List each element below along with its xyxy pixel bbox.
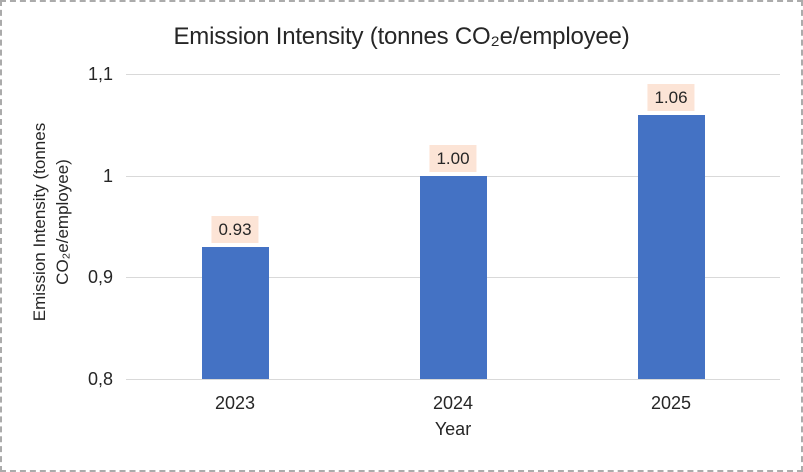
chart-title[interactable]: Emission Intensity (tonnes CO₂e/employee…: [173, 23, 630, 50]
x-tick-label-2024[interactable]: 2024: [432, 393, 474, 413]
x-tick-label-2025[interactable]: 2025: [650, 393, 692, 413]
x-tick-label-2023[interactable]: 2023: [214, 393, 256, 413]
gridline: [126, 74, 780, 75]
y-tick-label[interactable]: 0,8: [87, 369, 113, 389]
y-axis-title-line2: CO₂e/employee): [53, 159, 72, 285]
y-axis-title[interactable]: Emission Intensity (tonnes CO₂e/employee…: [28, 101, 74, 343]
y-axis-title-line1: Emission Intensity (tonnes: [30, 122, 49, 322]
y-tick-label[interactable]: 0,9: [87, 267, 113, 288]
x-axis-title[interactable]: Year: [434, 419, 472, 439]
y-tick-label[interactable]: 1,1: [87, 64, 113, 84]
bar-2023[interactable]: [201, 246, 269, 379]
plot-area: 0.93 1.00 1.06: [126, 74, 780, 380]
bar-2025[interactable]: [637, 114, 705, 379]
data-label-2025[interactable]: 1.06: [647, 83, 695, 111]
y-tick-label[interactable]: 1: [102, 165, 113, 186]
data-label-2023[interactable]: 0.93: [211, 215, 259, 243]
bar-2024[interactable]: [419, 175, 487, 379]
data-label-2024[interactable]: 1.00: [429, 144, 477, 172]
